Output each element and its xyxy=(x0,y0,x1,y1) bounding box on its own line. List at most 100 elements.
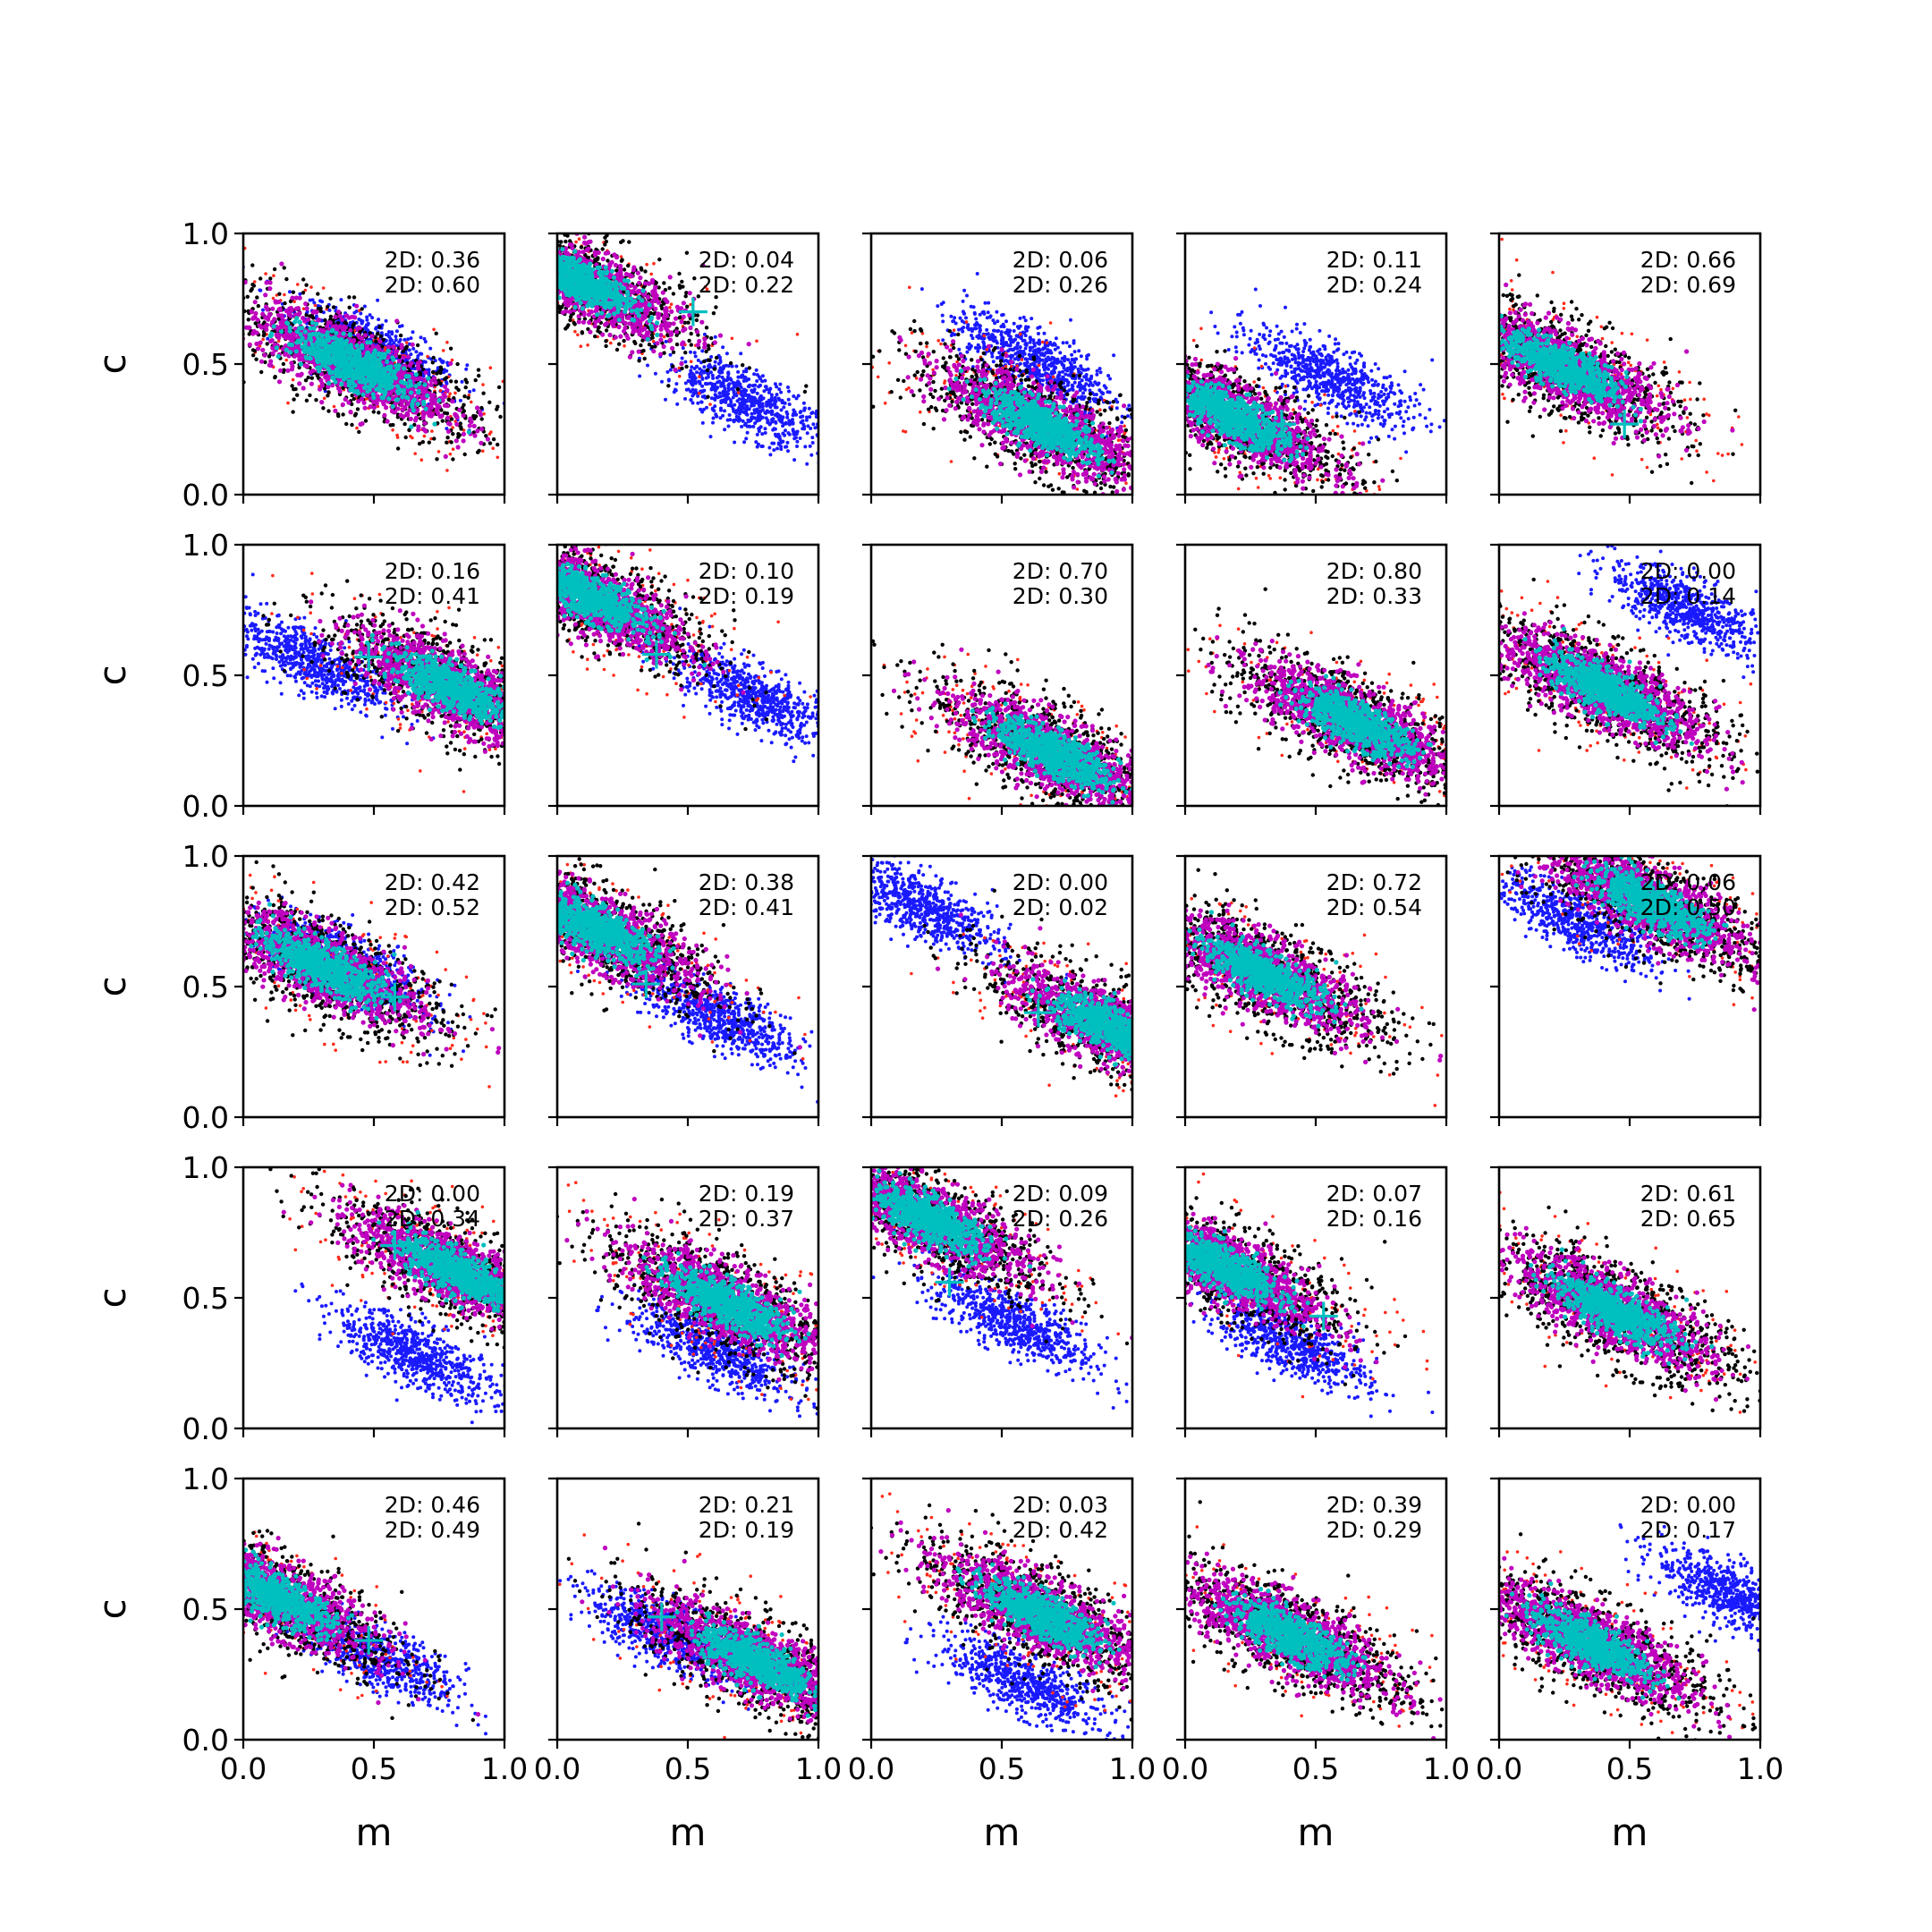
black-point xyxy=(495,264,498,267)
blue-point xyxy=(722,390,725,394)
black-point xyxy=(255,295,258,299)
black-point xyxy=(552,208,555,211)
blue-point xyxy=(820,436,824,440)
red-point xyxy=(432,156,436,159)
red-point xyxy=(513,408,516,411)
blue-point xyxy=(724,378,728,382)
black-point xyxy=(314,398,318,402)
red-point xyxy=(491,446,495,450)
cyan-point xyxy=(348,333,352,337)
black-point xyxy=(462,403,465,407)
black-point xyxy=(459,425,462,428)
black-point xyxy=(451,457,454,461)
cyan-point xyxy=(409,390,413,394)
blue-point xyxy=(387,335,391,338)
cyan-point xyxy=(310,320,315,325)
black-point xyxy=(518,250,521,253)
cyan-point xyxy=(355,389,360,394)
black-point xyxy=(534,463,538,467)
blue-point xyxy=(811,441,815,445)
magenta-point xyxy=(384,405,388,410)
blue-point xyxy=(799,415,802,419)
blue-point xyxy=(390,332,394,335)
cyan-point xyxy=(417,382,421,386)
blue-point xyxy=(711,407,715,411)
blue-point xyxy=(742,440,746,444)
magenta-point xyxy=(270,307,275,311)
red-point xyxy=(533,261,537,265)
black-point xyxy=(292,291,295,294)
blue-point xyxy=(747,385,750,388)
black-point xyxy=(547,289,551,292)
blue-point xyxy=(288,290,292,293)
cyan-point xyxy=(310,347,315,352)
magenta-point xyxy=(283,352,287,357)
magenta-point xyxy=(391,344,395,349)
black-point xyxy=(525,230,529,233)
magenta-point xyxy=(421,413,426,418)
magenta-point xyxy=(338,389,343,394)
black-point xyxy=(465,380,469,384)
blue-point xyxy=(799,410,802,413)
cyan-point xyxy=(425,394,429,398)
black-point xyxy=(396,446,400,450)
cyan-point xyxy=(422,383,427,387)
black-point xyxy=(532,251,536,255)
black-point xyxy=(479,238,483,242)
black-point xyxy=(548,245,552,249)
red-point xyxy=(542,212,546,216)
blue-point xyxy=(740,374,743,377)
black-point xyxy=(531,225,535,228)
black-point xyxy=(530,250,534,253)
black-point xyxy=(246,295,250,299)
red-point xyxy=(554,246,557,250)
magenta-point xyxy=(295,373,300,377)
magenta-point xyxy=(472,424,477,428)
blue-point xyxy=(739,352,742,355)
blue-point xyxy=(784,422,788,426)
cyan-point xyxy=(351,349,355,353)
black-point xyxy=(533,307,537,310)
blue-point xyxy=(820,433,824,436)
red-point xyxy=(540,245,544,249)
blue-point xyxy=(732,419,735,422)
blue-point xyxy=(786,431,790,435)
magenta-point xyxy=(270,338,275,343)
magenta-point xyxy=(278,369,283,373)
magenta-point xyxy=(478,410,482,414)
magenta-point xyxy=(435,409,439,413)
magenta-point xyxy=(341,402,345,407)
red-point xyxy=(678,375,682,378)
blue-point xyxy=(654,372,657,376)
black-point xyxy=(547,264,550,267)
black-point xyxy=(494,272,497,275)
blue-point xyxy=(410,336,413,340)
red-point xyxy=(573,330,577,334)
blue-point xyxy=(832,424,835,428)
black-point xyxy=(526,255,530,258)
black-point xyxy=(443,197,446,200)
blue-point xyxy=(701,421,705,425)
black-point xyxy=(450,178,453,182)
magenta-point xyxy=(276,300,281,304)
blue-point xyxy=(751,384,755,387)
black-point xyxy=(480,417,484,420)
black-point xyxy=(257,304,260,308)
black-point xyxy=(547,254,551,258)
magenta-point xyxy=(462,432,466,436)
black-point xyxy=(419,371,422,375)
red-point xyxy=(333,405,336,409)
blue-point xyxy=(667,379,671,383)
blue-point xyxy=(774,420,777,424)
blue-point xyxy=(363,326,367,329)
red-point xyxy=(481,247,485,250)
red-point xyxy=(196,287,199,291)
black-point xyxy=(685,305,689,309)
black-point xyxy=(507,287,511,291)
cyan-point xyxy=(316,336,320,341)
magenta-point xyxy=(340,318,344,322)
red-point xyxy=(544,301,547,305)
blue-point xyxy=(774,382,777,386)
black-point xyxy=(197,289,200,292)
red-point xyxy=(524,267,528,270)
